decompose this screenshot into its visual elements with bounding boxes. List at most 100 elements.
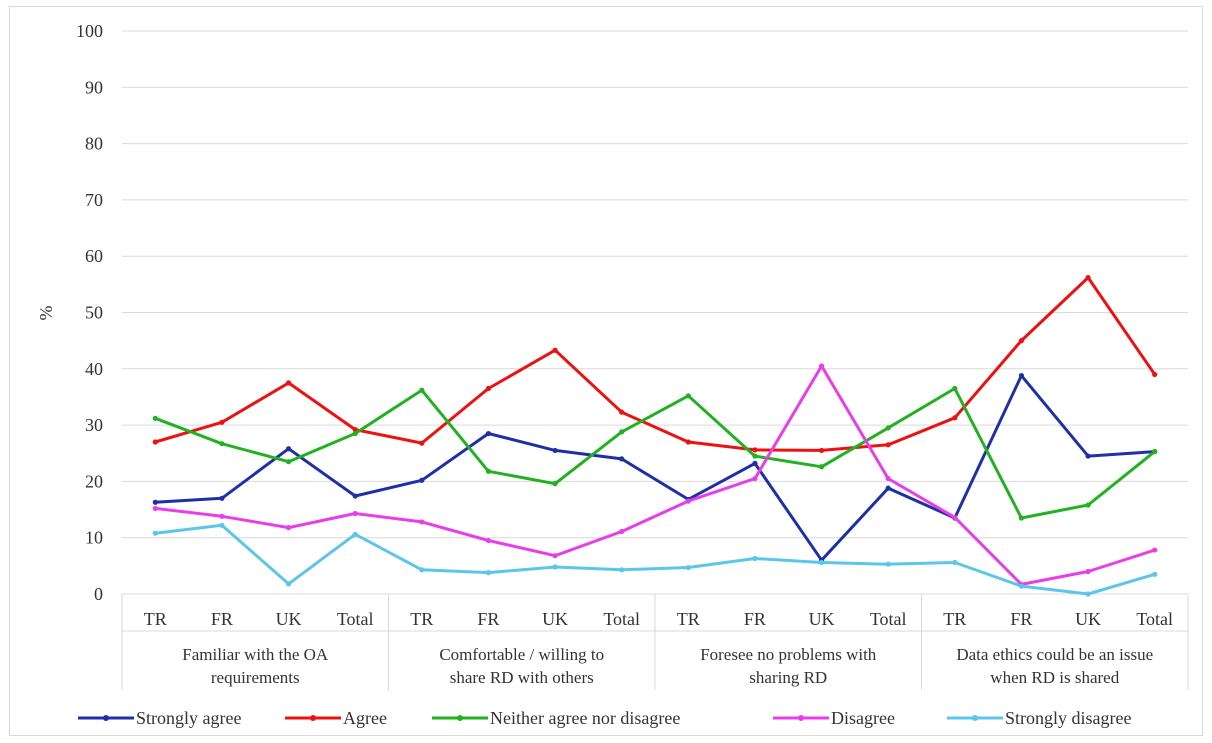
series-line-3 xyxy=(155,364,1156,586)
legend-marker xyxy=(457,715,463,721)
x-tick-label: TR xyxy=(144,609,167,629)
x-tick-label: FR xyxy=(1010,609,1032,629)
data-point xyxy=(885,485,891,491)
data-point xyxy=(1018,583,1025,589)
legend-label: Agree xyxy=(343,708,387,728)
x-tick-label: FR xyxy=(477,609,499,629)
x-tick-label: TR xyxy=(410,609,433,629)
x-tick-label: Total xyxy=(870,609,907,629)
x-tick-label: FR xyxy=(744,609,766,629)
series-lines xyxy=(152,274,1158,597)
data-point xyxy=(1085,591,1091,597)
group-label: sharing RD xyxy=(749,668,827,687)
x-axis: TR FR UK Total TR FR UK Total TR FR UK Total TR FR UK T… xyxy=(121,594,1189,690)
data-point xyxy=(219,419,225,425)
series-line-0 xyxy=(155,374,1155,562)
data-point xyxy=(1085,453,1091,459)
data-point xyxy=(619,409,625,415)
legend-label: Disagree xyxy=(831,708,895,728)
y-tick-label: 30 xyxy=(85,415,103,435)
y-tick-label: 100 xyxy=(76,21,103,41)
data-point xyxy=(1152,571,1158,577)
data-point xyxy=(419,567,425,573)
legend-marker xyxy=(103,715,109,721)
x-tick-label: UK xyxy=(809,609,835,629)
legend: Strongly agree Agree Neither agree nor dis… xyxy=(78,708,1131,728)
legend-label: Strongly disagree xyxy=(1005,708,1131,728)
data-point xyxy=(152,415,158,421)
x-tick-label: UK xyxy=(276,609,302,629)
series-line-2 xyxy=(154,387,1156,520)
data-point xyxy=(285,380,292,386)
x-tick-label: FR xyxy=(211,609,233,629)
y-tick-label: 80 xyxy=(85,134,103,154)
data-point xyxy=(952,415,958,421)
gridlines xyxy=(122,30,1188,595)
y-tick-label: 70 xyxy=(85,190,103,210)
group-label: Foresee no problems with xyxy=(700,645,877,664)
group-label: when RD is shared xyxy=(990,668,1119,687)
data-point xyxy=(219,522,225,528)
data-point xyxy=(552,447,558,454)
x-tick-label: UK xyxy=(542,609,568,629)
y-tick-label: 90 xyxy=(85,77,103,97)
data-point xyxy=(952,559,958,566)
data-point xyxy=(752,555,758,562)
data-point xyxy=(152,530,158,536)
legend-marker xyxy=(972,715,978,721)
data-point xyxy=(485,430,492,437)
data-point xyxy=(619,456,625,462)
data-point xyxy=(952,385,958,392)
data-point xyxy=(152,439,158,445)
data-point xyxy=(1018,338,1025,344)
y-tick-label: 60 xyxy=(85,246,103,266)
data-point xyxy=(752,453,758,459)
data-point xyxy=(485,468,492,474)
data-point xyxy=(685,393,691,399)
data-point xyxy=(885,561,891,567)
chart-frame xyxy=(9,6,1203,736)
x-tick-label: Total xyxy=(1136,609,1173,629)
data-point xyxy=(219,441,225,447)
data-point xyxy=(285,524,292,531)
x-tick-label: Total xyxy=(603,609,640,629)
data-point xyxy=(1085,502,1091,508)
data-point xyxy=(685,564,691,571)
data-point xyxy=(885,475,891,482)
data-point xyxy=(552,481,558,487)
data-point xyxy=(818,464,825,470)
y-tick-label: 10 xyxy=(85,528,103,548)
y-tick-label: 40 xyxy=(85,359,103,379)
y-axis-label: % xyxy=(36,306,56,321)
data-point xyxy=(485,385,492,392)
x-tick-label: UK xyxy=(1075,609,1101,629)
data-point xyxy=(485,537,492,544)
data-point xyxy=(1085,568,1091,575)
legend-label: Strongly agree xyxy=(136,708,241,728)
data-point xyxy=(352,430,358,437)
data-point xyxy=(818,447,825,454)
data-point xyxy=(752,475,758,482)
series-line-1 xyxy=(154,276,1156,452)
series-line-4 xyxy=(155,523,1156,596)
group-label: Data ethics could be an issue xyxy=(956,645,1153,664)
data-point xyxy=(1152,547,1158,553)
y-tick-label: 0 xyxy=(94,584,103,604)
data-point xyxy=(818,559,825,566)
data-point xyxy=(552,564,558,570)
data-point xyxy=(818,363,825,369)
data-point xyxy=(219,495,225,501)
data-point xyxy=(419,440,425,446)
data-point xyxy=(685,439,691,445)
data-point xyxy=(619,567,625,573)
data-point xyxy=(1085,274,1091,281)
data-point xyxy=(219,513,225,519)
x-tick-label: TR xyxy=(943,609,966,629)
data-point xyxy=(552,347,558,353)
data-point xyxy=(619,528,625,535)
data-point xyxy=(619,429,625,435)
group-label: requirements xyxy=(211,668,300,687)
data-point xyxy=(285,459,292,465)
legend-marker xyxy=(310,715,316,721)
